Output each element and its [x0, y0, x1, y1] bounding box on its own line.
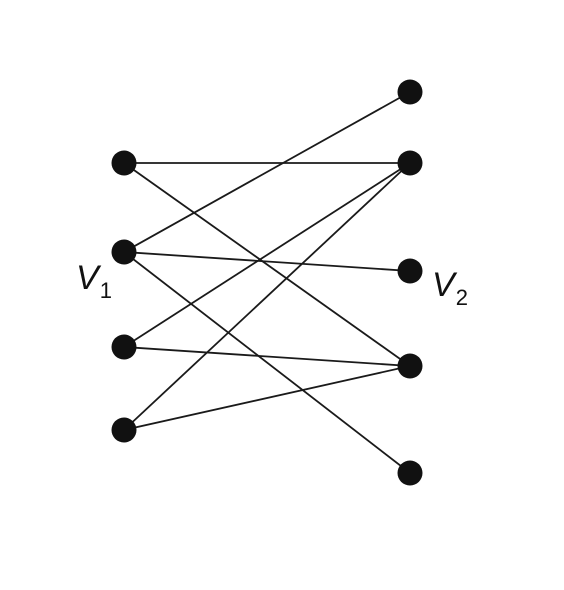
edge-a4-b4 [123, 365, 411, 431]
edges-group [123, 91, 411, 474]
vertex-b1 [397, 79, 423, 105]
edge-a2-b5 [123, 251, 411, 474]
edge-a1-b4 [123, 162, 411, 367]
right-part-label: V2 [432, 266, 468, 310]
left-part-label: V1 [76, 259, 112, 303]
left-part-label-subscript: 1 [100, 278, 112, 303]
left-part-label-main: V [76, 259, 102, 297]
vertex-a4 [111, 417, 137, 443]
vertex-b4 [397, 353, 423, 379]
vertex-a1 [111, 150, 137, 176]
vertex-a3 [111, 334, 137, 360]
nodes-group [111, 79, 423, 486]
vertex-a2 [111, 239, 137, 265]
vertex-b2 [397, 150, 423, 176]
right-part-label-subscript: 2 [456, 285, 468, 310]
edge-a4-b2 [123, 162, 411, 431]
right-part-label-main: V [432, 266, 458, 304]
vertex-b3 [397, 258, 423, 284]
edge-a3-b4 [123, 346, 411, 367]
edge-a2-b3 [123, 251, 411, 272]
edge-a2-b1 [123, 91, 411, 253]
vertex-b5 [397, 460, 423, 486]
edge-a3-b2 [123, 162, 411, 348]
